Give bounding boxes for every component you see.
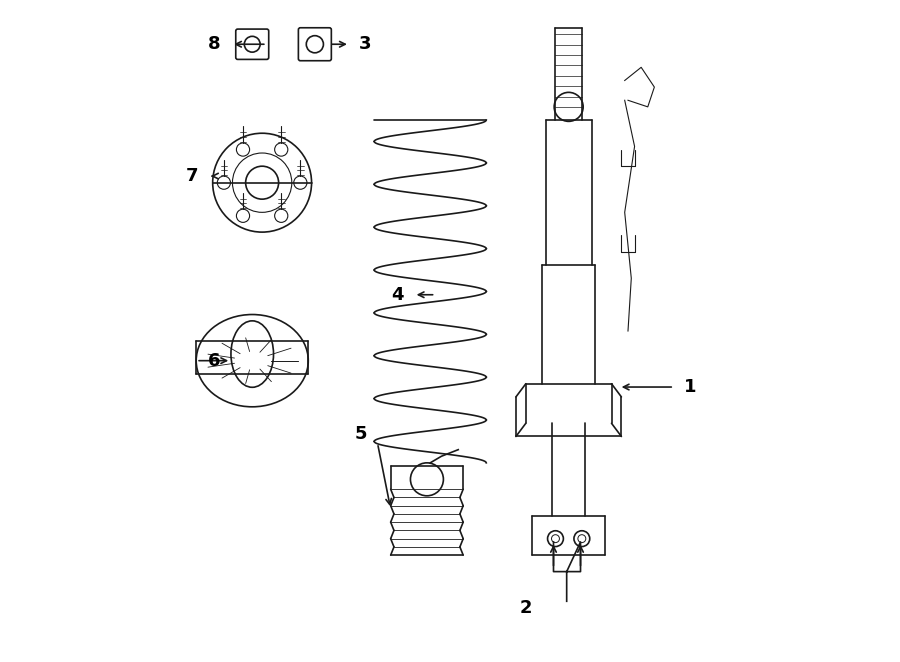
Text: 5: 5 [356, 426, 367, 444]
Text: 7: 7 [185, 167, 198, 185]
Text: 8: 8 [208, 35, 220, 53]
Text: 3: 3 [359, 35, 372, 53]
Text: 1: 1 [684, 378, 697, 396]
Text: 6: 6 [208, 352, 220, 369]
Text: 4: 4 [392, 286, 404, 304]
Text: 2: 2 [519, 599, 532, 617]
